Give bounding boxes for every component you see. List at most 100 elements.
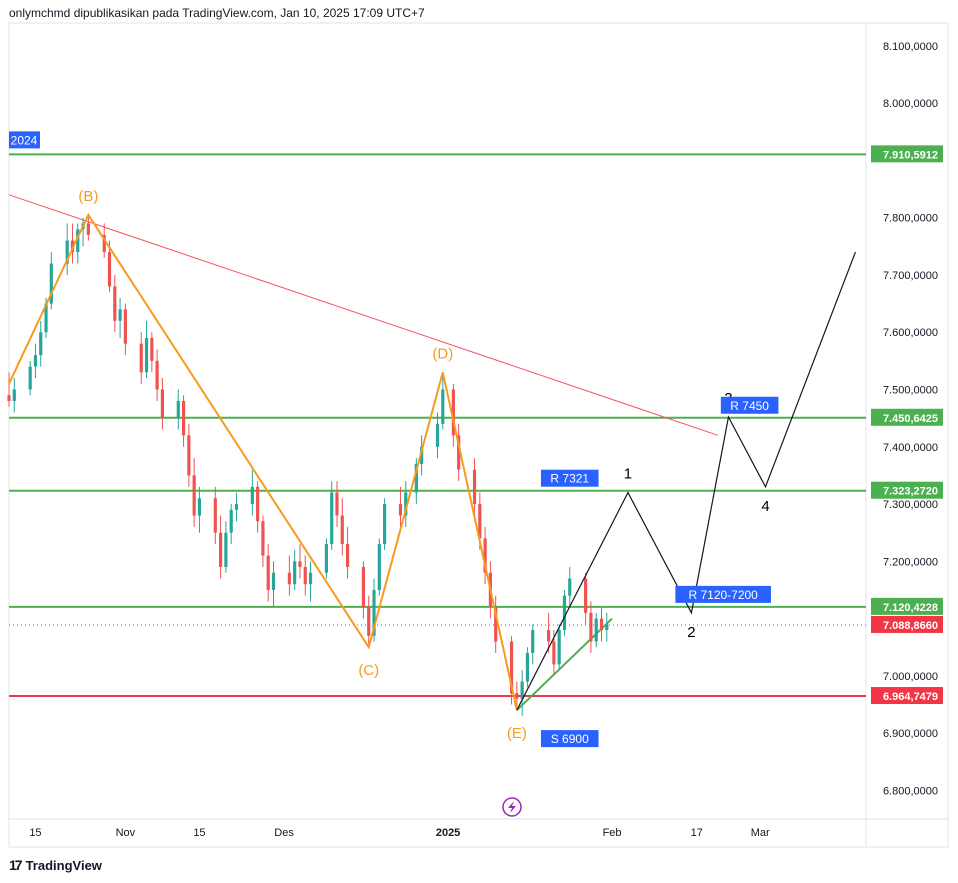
candle-body xyxy=(605,624,609,631)
price-tick-label: 7.300,0000 xyxy=(883,499,938,511)
candle xyxy=(49,252,53,310)
bolt-icon[interactable] xyxy=(502,797,522,817)
price-badge-bg xyxy=(871,615,943,633)
candle-body xyxy=(118,309,122,321)
price-tick-label: 6.800,0000 xyxy=(883,785,938,797)
candle xyxy=(383,498,387,550)
projection-label: 1 xyxy=(624,466,632,483)
candle xyxy=(584,572,588,625)
price-tick-label: 7.600,0000 xyxy=(883,327,938,339)
price-axis[interactable]: 8.100,0000 8.000,0000 7.800,0000 7.700,0000… xyxy=(871,41,943,797)
candle-body xyxy=(483,538,487,573)
candle xyxy=(472,458,477,516)
year-tag: 2024 xyxy=(9,131,40,149)
candle xyxy=(181,395,186,447)
price-badge[interactable]: 7.088,8660 xyxy=(871,615,943,633)
projection-path[interactable] xyxy=(516,251,856,711)
candle xyxy=(219,515,223,579)
wave-label: (D) xyxy=(432,345,453,362)
zone-tag[interactable]: R 7120-7200 xyxy=(675,585,771,603)
candle-body xyxy=(49,263,53,304)
candle xyxy=(515,681,519,711)
candle-body xyxy=(557,630,561,665)
candle-body xyxy=(383,504,387,545)
tradingview-footer[interactable]: 17 TradingView xyxy=(9,857,102,873)
candle xyxy=(435,412,440,459)
candle xyxy=(398,486,403,527)
candle-body xyxy=(7,395,11,401)
price-tick-label: 7.700,0000 xyxy=(883,270,938,282)
candle xyxy=(139,332,143,384)
price-badge-text: 7.910,5912 xyxy=(883,149,938,161)
zone-tag-text: S 6900 xyxy=(551,732,589,746)
candle-body xyxy=(160,389,165,419)
candle-body xyxy=(308,572,313,585)
candle-body xyxy=(531,630,535,653)
candle xyxy=(271,561,276,608)
projection-label: 4 xyxy=(761,498,769,515)
candle xyxy=(123,303,127,356)
candle xyxy=(192,458,196,527)
candle xyxy=(213,486,217,545)
candle-body xyxy=(187,435,191,476)
price-tick-label: 8.100,0000 xyxy=(883,41,938,53)
tradingview-logo-icon: 17 xyxy=(9,857,23,873)
candle xyxy=(256,481,260,533)
time-axis[interactable]: 15 Nov 15 Des 2025 Feb 17 Mar xyxy=(29,827,770,839)
candle-body xyxy=(404,492,408,516)
candle-body xyxy=(509,641,514,694)
candle-body xyxy=(377,544,381,590)
candle-body xyxy=(340,515,344,545)
time-tick-label: 2025 xyxy=(436,827,460,839)
candle-body xyxy=(28,366,32,390)
candle-body xyxy=(123,309,127,344)
price-tick-label: 7.400,0000 xyxy=(883,442,938,454)
chart-frame xyxy=(8,22,949,848)
candle-body xyxy=(155,360,159,390)
price-badge-text: 7.088,8660 xyxy=(883,620,938,632)
zone-tag[interactable]: R 7450 xyxy=(720,396,779,414)
candle xyxy=(420,435,424,476)
candle xyxy=(404,481,408,527)
time-tick-label: Des xyxy=(274,827,294,839)
candle-body xyxy=(599,618,604,631)
price-tick-label: 6.900,0000 xyxy=(883,728,938,740)
candle-body xyxy=(33,355,38,367)
price-badge[interactable]: 7.910,5912 xyxy=(871,145,943,163)
candle xyxy=(250,469,254,516)
price-badge[interactable]: 6.964,7479 xyxy=(871,687,943,705)
candle-body xyxy=(86,223,90,235)
price-badge[interactable]: 7.450,6425 xyxy=(871,408,943,426)
price-badge[interactable]: 7.323,2720 xyxy=(871,481,943,499)
candle xyxy=(599,607,604,642)
candle xyxy=(65,223,69,275)
candle xyxy=(224,521,228,573)
zone-tag-text: R 7450 xyxy=(730,399,769,413)
resistance-trendline[interactable] xyxy=(8,194,719,436)
wave-path[interactable] xyxy=(8,212,518,711)
candle-body xyxy=(441,389,445,424)
price-tick-label: 7.500,0000 xyxy=(883,385,938,397)
zone-tag[interactable]: S 6900 xyxy=(540,730,599,748)
candle xyxy=(7,372,11,407)
candle xyxy=(39,320,43,367)
candle-body xyxy=(107,252,112,287)
candle-body xyxy=(39,332,43,356)
zone-tag[interactable]: R 7321 xyxy=(540,469,599,487)
candle-body xyxy=(584,578,588,613)
candle-body xyxy=(562,595,567,631)
candle-body xyxy=(224,532,228,568)
year-tag-text: 2024 xyxy=(11,133,38,147)
candle xyxy=(594,612,598,648)
price-badge-text: 7.323,2720 xyxy=(883,486,938,498)
candle-body xyxy=(192,475,196,516)
price-badge[interactable]: 7.120,4228 xyxy=(871,597,943,615)
candle-body xyxy=(478,504,482,539)
price-tick-label: 8.000,0000 xyxy=(883,98,938,110)
candle xyxy=(303,555,307,596)
candle-body xyxy=(271,572,276,590)
candle-body xyxy=(44,303,48,333)
candle xyxy=(86,214,90,241)
